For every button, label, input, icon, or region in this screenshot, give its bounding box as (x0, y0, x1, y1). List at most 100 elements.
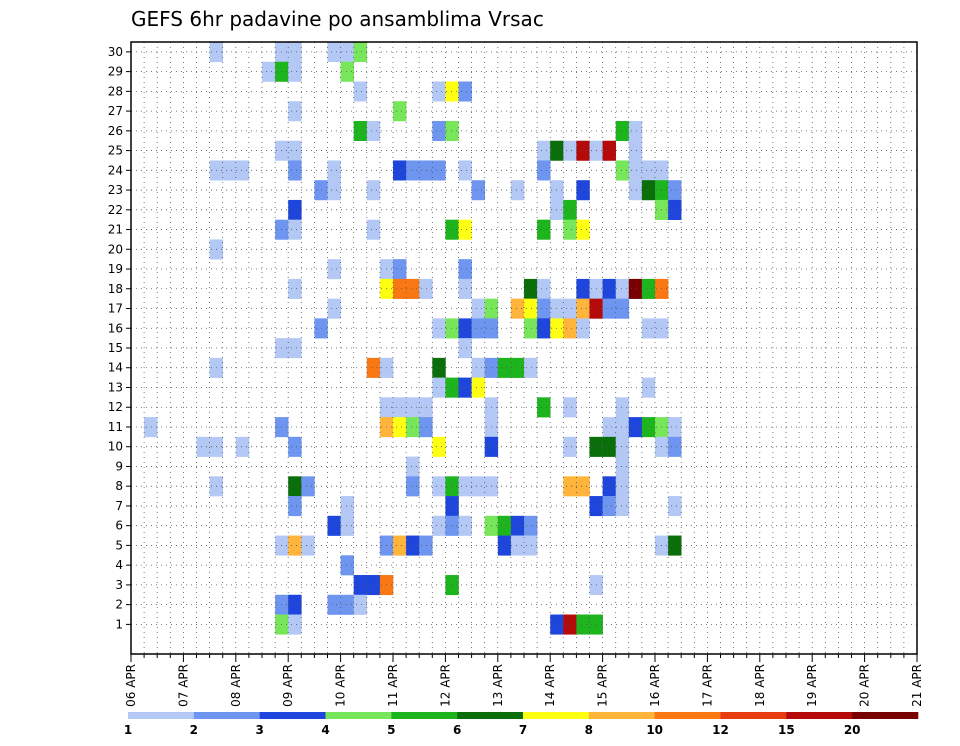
color-scale-label: 6 (453, 723, 461, 737)
y-tick-label: 15 (108, 341, 123, 355)
precip-cell (406, 397, 420, 418)
precip-cell (602, 278, 616, 299)
precip-cell (288, 101, 302, 122)
x-tick-label: 17 APR (700, 664, 714, 707)
color-scale-label: 10 (646, 723, 663, 737)
precip-cell (288, 199, 302, 220)
precip-cell (353, 81, 368, 102)
precip-cell (537, 219, 551, 240)
precip-cell (563, 140, 577, 161)
y-tick-label: 3 (115, 578, 123, 592)
precip-cell (366, 180, 381, 201)
precip-cell (445, 515, 459, 536)
precip-cell (471, 180, 485, 201)
x-axis: 06 APR 07 APR 08 APR 09 APR 10 APR 11 APR 12 A… (124, 654, 924, 707)
y-tick-label: 8 (115, 479, 123, 493)
precip-cell (563, 614, 577, 635)
color-scale-label: 15 (778, 723, 795, 737)
precip-cell (432, 377, 446, 398)
precip-cell (327, 259, 341, 280)
precip-cell (524, 535, 538, 556)
precip-cell (432, 160, 446, 181)
precip-cell (537, 278, 551, 299)
color-scale-segment (786, 712, 853, 719)
precip-cell (668, 199, 682, 220)
precip-cell (393, 397, 407, 418)
chart-title: GEFS 6hr padavine po ansamblima Vrsac (131, 7, 544, 31)
x-tick-label: 16 APR (648, 664, 662, 707)
precip-cell (563, 318, 577, 339)
precip-cell (537, 160, 551, 181)
y-tick-label: 4 (115, 558, 123, 572)
precip-cell (563, 397, 577, 418)
precip-cell (458, 278, 472, 299)
precip-cell (524, 298, 538, 319)
precip-cell (510, 535, 525, 556)
precip-cell (668, 180, 682, 201)
precip-cell (510, 357, 525, 378)
precip-cell (563, 436, 577, 457)
precip-cell (628, 120, 643, 142)
color-scale-bar: 1 2 3 4 5 6 7 8 10 12 15 20 (124, 712, 919, 737)
x-tick-label: 06 APR (124, 664, 138, 707)
precip-cell (576, 180, 590, 201)
precip-cell (222, 160, 237, 181)
precip-cell (445, 377, 459, 398)
precip-cell (288, 42, 302, 63)
precip-cell (393, 278, 407, 299)
precip-cell (563, 219, 577, 240)
precip-cell (288, 61, 302, 82)
y-tick-label: 18 (108, 282, 123, 296)
precip-cell (602, 436, 616, 457)
x-tick-label: 15 APR (596, 664, 610, 707)
precip-cell (432, 81, 446, 102)
precip-cell (563, 298, 577, 319)
precip-cell (641, 180, 656, 201)
precip-cell (641, 278, 656, 299)
precip-cell (471, 377, 485, 398)
y-tick-label: 23 (108, 183, 123, 197)
y-tick-label: 19 (108, 262, 123, 276)
y-tick-label: 2 (115, 598, 123, 612)
precip-cell (628, 180, 643, 201)
precip-cell (576, 219, 590, 240)
y-axis: 1234567891011121314151617181920212223242… (108, 45, 131, 631)
x-tick-label: 13 APR (491, 664, 505, 707)
precip-cell (510, 180, 525, 201)
precip-cell (497, 515, 512, 536)
precip-cell (615, 436, 630, 457)
x-tick-label: 09 APR (281, 664, 295, 707)
precip-cell (353, 575, 368, 596)
precip-cell (615, 456, 630, 477)
precip-cell (576, 278, 590, 299)
y-tick-label: 14 (108, 361, 123, 375)
y-tick-label: 29 (108, 65, 123, 79)
precip-cell (419, 535, 433, 556)
color-scale-segment (852, 712, 919, 719)
precip-cell (406, 456, 420, 477)
color-scale-segment (720, 712, 787, 719)
precip-cell (327, 180, 341, 201)
precip-cell (327, 42, 341, 63)
precip-cell (471, 298, 485, 319)
color-scale-label: 2 (190, 723, 198, 737)
precip-cell (615, 496, 630, 517)
precip-cell (668, 535, 682, 556)
precip-cell (445, 575, 459, 596)
precip-cell (471, 318, 485, 339)
precip-cell (458, 160, 472, 181)
precip-cell (602, 476, 616, 497)
precip-cell (288, 614, 302, 635)
precip-cell (366, 120, 381, 142)
x-tick-label: 14 APR (543, 664, 557, 707)
precip-cell (628, 140, 643, 161)
precip-cell (563, 199, 577, 220)
y-tick-label: 12 (108, 400, 123, 414)
precip-cell (288, 160, 302, 181)
precip-cell (288, 496, 302, 517)
precip-cell (432, 318, 446, 339)
precip-cell (668, 436, 682, 457)
precip-cell (406, 278, 420, 299)
precip-cell (537, 140, 551, 161)
